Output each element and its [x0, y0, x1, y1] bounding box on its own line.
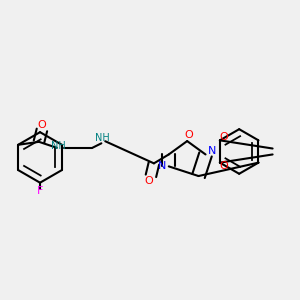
Text: O: O [219, 132, 228, 142]
Text: O: O [184, 130, 193, 140]
Text: NH: NH [95, 133, 110, 143]
Text: NH: NH [51, 141, 66, 151]
Text: O: O [38, 120, 46, 130]
Text: F: F [37, 186, 43, 196]
Text: N: N [158, 161, 166, 171]
Text: N: N [208, 146, 216, 157]
Text: O: O [144, 176, 153, 186]
Text: O: O [219, 161, 228, 171]
